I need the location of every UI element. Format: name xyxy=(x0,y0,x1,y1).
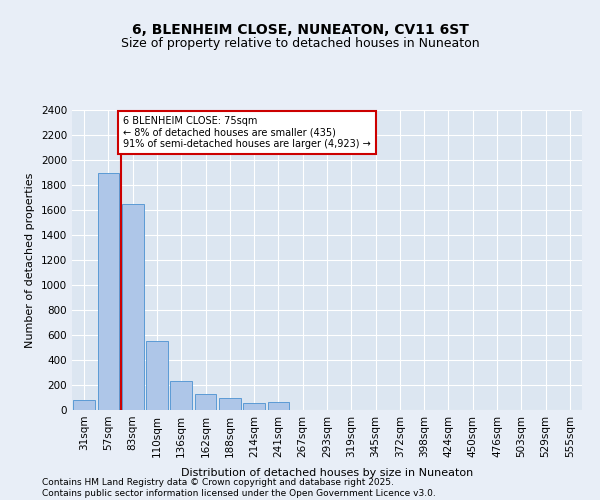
Text: 6 BLENHEIM CLOSE: 75sqm
← 8% of detached houses are smaller (435)
91% of semi-de: 6 BLENHEIM CLOSE: 75sqm ← 8% of detached… xyxy=(123,116,371,150)
Bar xyxy=(268,402,289,410)
Bar xyxy=(146,341,168,410)
Bar xyxy=(243,403,265,410)
Text: Size of property relative to detached houses in Nuneaton: Size of property relative to detached ho… xyxy=(121,38,479,51)
X-axis label: Distribution of detached houses by size in Nuneaton: Distribution of detached houses by size … xyxy=(181,468,473,478)
Bar xyxy=(122,204,143,410)
Text: 6, BLENHEIM CLOSE, NUNEATON, CV11 6ST: 6, BLENHEIM CLOSE, NUNEATON, CV11 6ST xyxy=(131,22,469,36)
Text: Contains HM Land Registry data © Crown copyright and database right 2025.
Contai: Contains HM Land Registry data © Crown c… xyxy=(42,478,436,498)
Bar xyxy=(73,400,95,410)
Bar xyxy=(170,381,192,410)
Bar xyxy=(194,394,217,410)
Bar xyxy=(219,398,241,410)
Bar xyxy=(97,172,119,410)
Y-axis label: Number of detached properties: Number of detached properties xyxy=(25,172,35,348)
